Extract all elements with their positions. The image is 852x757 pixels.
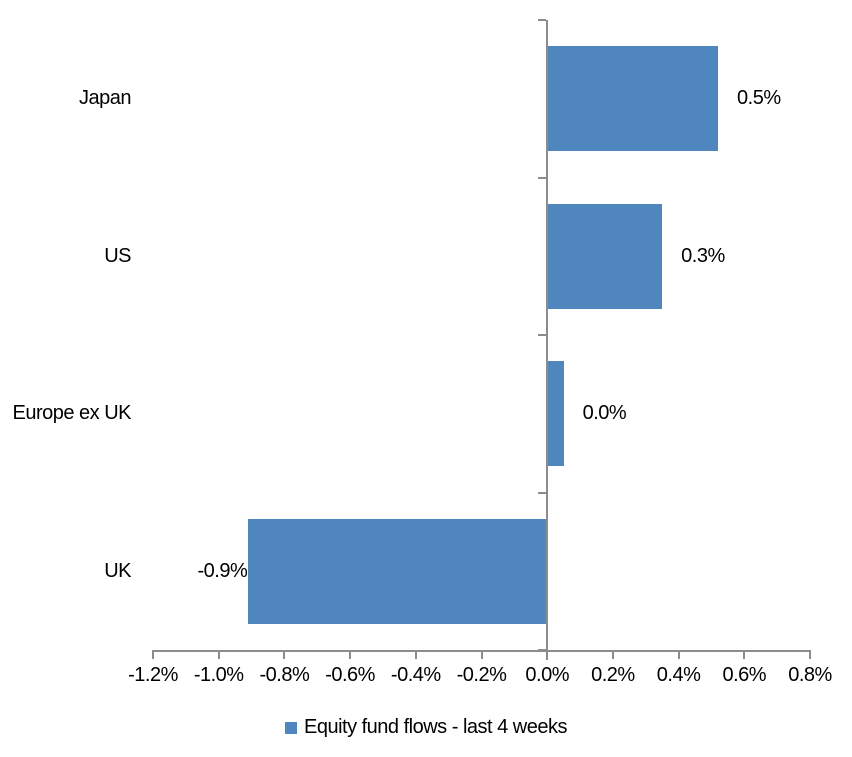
x-tick — [743, 650, 746, 659]
x-tick — [611, 650, 614, 659]
x-tick-label: 0.2% — [591, 664, 635, 686]
category-label-europe-ex-uk: Europe ex UK — [12, 402, 131, 425]
x-tick — [217, 650, 220, 659]
x-tick — [414, 650, 417, 659]
category-label-uk: UK — [104, 559, 131, 582]
x-tick-label: 0.8% — [788, 664, 832, 686]
value-label-europe-ex-uk: 0.0% — [582, 402, 627, 425]
x-tick — [546, 650, 549, 659]
x-tick-label: -0.2% — [456, 664, 507, 686]
legend-swatch-icon — [284, 721, 297, 734]
category-label-us: US — [104, 244, 131, 267]
value-label-japan: 0.5% — [737, 87, 781, 110]
bar-japan — [547, 46, 718, 152]
zero-axis-line — [546, 20, 549, 660]
x-tick-label: 0.6% — [722, 664, 767, 686]
x-tick — [152, 650, 154, 659]
category-tick — [538, 19, 547, 21]
category-tick — [538, 176, 547, 179]
x-tick — [349, 650, 352, 659]
x-tick-label: -0.8% — [259, 664, 310, 686]
category-tick — [538, 649, 547, 651]
value-label-uk: -0.9% — [197, 559, 248, 582]
legend-label: Equity fund flows - last 4 weeks — [303, 716, 568, 738]
x-tick-label: -0.6% — [325, 664, 375, 686]
value-label-us: 0.3% — [681, 244, 725, 267]
x-tick — [283, 650, 286, 659]
x-tick-label: -1.2% — [128, 664, 178, 686]
x-tick — [677, 650, 680, 659]
bar-europe-ex-uk — [547, 361, 564, 467]
legend: Equity fund flows - last 4 weeks — [0, 716, 852, 739]
x-tick-label: 0.4% — [656, 664, 701, 686]
x-tick — [809, 650, 811, 659]
category-tick — [538, 334, 547, 336]
category-label-japan: Japan — [79, 87, 132, 110]
bar-us — [547, 203, 663, 309]
x-tick-label: -1.0% — [193, 664, 244, 686]
category-tick — [538, 491, 547, 494]
bar-uk — [248, 518, 548, 624]
x-tick-label: -0.4% — [390, 664, 441, 686]
x-tick — [480, 650, 483, 659]
x-tick-label: 0.0% — [525, 664, 569, 686]
